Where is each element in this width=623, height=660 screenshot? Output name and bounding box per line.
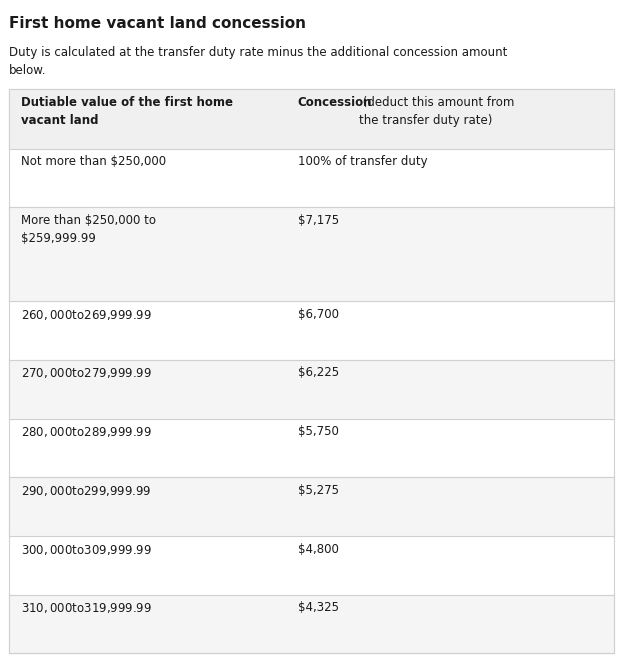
Bar xyxy=(9,301,614,360)
Text: $300,000 to $309,999.99: $300,000 to $309,999.99 xyxy=(21,543,151,556)
Text: $280,000 to $289,999.99: $280,000 to $289,999.99 xyxy=(21,425,151,439)
Text: $6,225: $6,225 xyxy=(298,366,339,379)
Text: $5,750: $5,750 xyxy=(298,425,339,438)
Bar xyxy=(9,89,614,148)
Bar xyxy=(9,360,614,418)
Text: First home vacant land concession: First home vacant land concession xyxy=(9,16,307,32)
Text: Concession: Concession xyxy=(298,96,373,109)
Bar xyxy=(9,418,614,477)
Text: Dutiable value of the first home
vacant land: Dutiable value of the first home vacant … xyxy=(21,96,232,127)
Text: $270,000 to $279,999.99: $270,000 to $279,999.99 xyxy=(21,366,151,380)
Text: $260,000 to $269,999.99: $260,000 to $269,999.99 xyxy=(21,308,151,321)
Text: Not more than $250,000: Not more than $250,000 xyxy=(21,155,166,168)
Text: (deduct this amount from
the transfer duty rate): (deduct this amount from the transfer du… xyxy=(359,96,514,127)
Bar xyxy=(9,89,614,653)
Bar xyxy=(9,477,614,536)
Text: $6,700: $6,700 xyxy=(298,308,339,321)
Text: More than $250,000 to
$259,999.99: More than $250,000 to $259,999.99 xyxy=(21,214,156,245)
Bar xyxy=(9,536,614,595)
Text: $4,800: $4,800 xyxy=(298,543,339,556)
Text: $5,275: $5,275 xyxy=(298,484,339,497)
Text: $310,000 to $319,999.99: $310,000 to $319,999.99 xyxy=(21,601,151,615)
Bar xyxy=(9,207,614,301)
Text: Duty is calculated at the transfer duty rate minus the additional concession amo: Duty is calculated at the transfer duty … xyxy=(9,46,508,77)
Bar xyxy=(9,148,614,207)
Text: 100% of transfer duty: 100% of transfer duty xyxy=(298,155,427,168)
Text: $4,325: $4,325 xyxy=(298,601,339,614)
Text: $290,000 to $299,999.99: $290,000 to $299,999.99 xyxy=(21,484,151,498)
Text: $7,175: $7,175 xyxy=(298,214,339,227)
Bar xyxy=(9,595,614,653)
